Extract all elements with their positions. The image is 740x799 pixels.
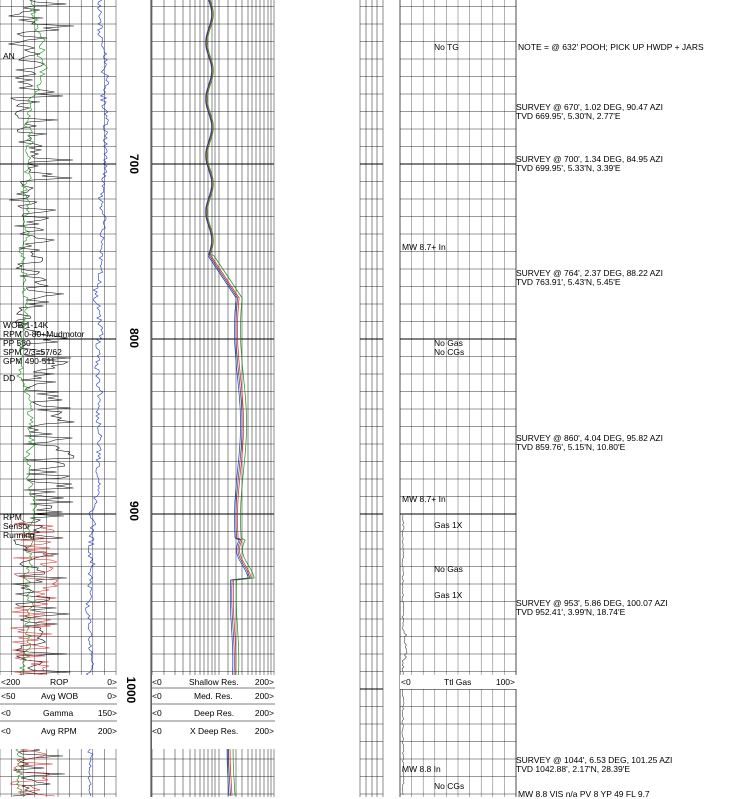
tvd-line: TVD 1042.88', 2.17'N, 28.39'E: [516, 764, 631, 774]
scale-min: <0: [401, 677, 411, 687]
gas-note: Gas 1X: [434, 520, 463, 530]
medium-res-curve: [206, 0, 252, 797]
scale-max: 0>: [107, 677, 117, 687]
scale-name: Avg WOB: [41, 691, 79, 701]
scale-min: <0: [152, 691, 162, 701]
shallow-res-curve: [205, 0, 249, 797]
tvd-line: TVD 763.91', 5.43'N, 5.45'E: [516, 277, 621, 287]
drilling-param: SPM 2/3=57/62: [3, 347, 62, 357]
scale-max: 200>: [254, 677, 274, 687]
scale-min: <0: [152, 726, 162, 736]
rpm-curve: [9, 519, 59, 797]
scale-min: <0: [1, 708, 11, 718]
scale-name: Deep Res.: [194, 708, 235, 718]
gas-note: No CGs: [434, 347, 465, 357]
tvd-line: TVD 859.76', 5.15'N, 10.80'E: [516, 442, 626, 452]
survey-line: SURVEY @ 670', 1.02 DEG, 90.47 AZI: [516, 102, 663, 112]
tvd-line: TVD 952.41', 3.99'N, 18.74'E: [516, 607, 626, 617]
rop-curve: [8, 0, 75, 797]
gas-note: No TG: [434, 42, 459, 52]
remark-note: NOTE = @ 632' POOH; PICK UP HWDP + JARS: [518, 42, 704, 52]
scale-max: 150>: [97, 708, 117, 718]
survey-line: SURVEY @ 764', 2.37 DEG, 88.22 AZI: [516, 268, 663, 278]
scale-min: <0: [152, 677, 162, 687]
gas-note: No CGs: [434, 781, 465, 791]
an-note: AN: [3, 51, 15, 61]
scale-name: Shallow Res.: [189, 677, 239, 687]
scale-max: 200>: [254, 691, 274, 701]
gamma-curve: [14, 0, 48, 797]
scale-name: Ttl Gas: [444, 677, 472, 687]
mud-weight-note: MW 8.8 In: [402, 764, 441, 774]
scale-min: <200: [1, 677, 21, 687]
rpm-sensor-note: Running: [3, 530, 35, 540]
deep-res-curve: [207, 0, 255, 797]
survey-line: SURVEY @ 700', 1.34 DEG, 84.95 AZI: [516, 154, 663, 164]
mud-properties-line: MW 8.8 VIS n/a PV 8 YP 49 FL 9.7: [518, 789, 650, 799]
depth-label-1000: 1000: [124, 676, 138, 704]
scale-header-bg: [400, 675, 517, 689]
scale-name: Avg RPM: [41, 726, 77, 736]
tvd-line: TVD 699.95', 5.33'N, 3.39'E: [516, 163, 621, 173]
rpm-sensor-note: RPM: [3, 512, 22, 522]
scale-min: <0: [1, 726, 11, 736]
scale-header-bg: [0, 675, 117, 749]
scale-max: 100>: [495, 677, 515, 687]
mud-weight-note: MW 8.7+ In: [402, 494, 446, 504]
scale-max: 200>: [254, 726, 274, 736]
scale-max: 200>: [97, 726, 117, 736]
mud-weight-note: MW 8.7+ In: [402, 242, 446, 252]
survey-line: SURVEY @ 1044', 6.53 DEG, 101.25 AZI: [516, 755, 673, 765]
xdeep-res-curve: [205, 0, 251, 797]
depth-label-900: 900: [127, 500, 141, 522]
gas-note: No Gas: [434, 564, 463, 574]
drilling-param: WOB 1-14K: [3, 320, 49, 330]
tvd-line: TVD 669.95', 5.30'N, 2.77'E: [516, 111, 621, 121]
scale-min: <0: [152, 708, 162, 718]
depth-label-800: 800: [127, 327, 141, 349]
drilling-param: RPM 0-80+Mudmotor: [3, 329, 85, 339]
drilling-param: GPM 490-511: [3, 356, 56, 366]
survey-line: SURVEY @ 860', 4.04 DEG, 95.82 AZI: [516, 433, 663, 443]
scale-name: ROP: [50, 677, 69, 687]
scale-max: 200>: [254, 708, 274, 718]
dd-note: DD: [3, 373, 16, 383]
wob-curve: [85, 0, 109, 797]
gas-note: Gas 1X: [434, 590, 463, 600]
scale-header-bg: [152, 675, 275, 749]
survey-line: SURVEY @ 953', 5.86 DEG, 100.07 AZI: [516, 598, 668, 608]
total-gas-curve: [401, 514, 408, 796]
scale-name: X Deep Res.: [190, 726, 239, 736]
scale-name: Gamma: [43, 708, 74, 718]
scale-name: Med. Res.: [194, 691, 233, 701]
drilling-param: PP 580: [3, 338, 31, 348]
scale-max: 0>: [107, 691, 117, 701]
scale-min: <50: [1, 691, 16, 701]
gas-note: No Gas: [434, 338, 463, 348]
rpm-sensor-note: Sensor: [3, 521, 30, 531]
depth-label-700: 700: [127, 153, 141, 175]
